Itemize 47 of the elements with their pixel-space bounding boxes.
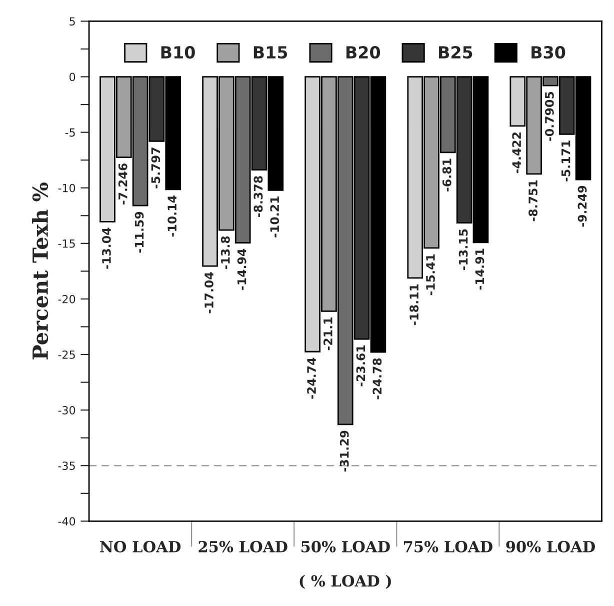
- data-label: -14.91: [475, 248, 484, 290]
- data-label: -5.797: [151, 148, 160, 188]
- y-tick-label: 5: [70, 17, 75, 26]
- legend-label: B25: [439, 46, 472, 59]
- y-axis-title: Percent Texh %: [32, 182, 48, 360]
- legend-label: B15: [254, 46, 288, 59]
- y-tick-label: -5: [65, 128, 75, 137]
- data-label: -8.378: [254, 176, 263, 217]
- legend-label: B10: [161, 46, 195, 59]
- data-label: -5.171: [562, 140, 570, 182]
- data-label: -4.422: [512, 132, 521, 174]
- x-tick-label: NO LOAD: [100, 540, 181, 552]
- data-label: -13.04: [102, 228, 111, 269]
- data-label: -21.1: [323, 318, 332, 350]
- x-tick-label: 50% LOAD: [302, 540, 390, 552]
- data-label: -11.59: [134, 212, 144, 253]
- y-tick-label: -10: [58, 184, 76, 192]
- data-label: -8.751: [528, 180, 538, 222]
- data-label: -23.61: [356, 345, 366, 386]
- y-tick-label: -35: [58, 462, 75, 470]
- y-tick-label: 0: [70, 72, 76, 82]
- data-label: -31.29: [340, 430, 349, 472]
- legend-label: B30: [532, 46, 566, 59]
- x-tick-label: 25% LOAD: [198, 540, 288, 552]
- x-tick-label: 75% LOAD: [404, 540, 492, 552]
- data-label: -15.41: [426, 254, 435, 296]
- data-label: -13.8: [220, 236, 230, 270]
- x-axis-title: ( % LOAD ): [300, 574, 391, 589]
- data-label: -18.11: [410, 284, 419, 326]
- y-tick-label: -40: [58, 517, 76, 526]
- y-tick-label: -20: [58, 294, 76, 304]
- data-label: -7.246: [118, 163, 128, 204]
- data-label: -13.15: [458, 229, 468, 270]
- legend-label: B20: [346, 46, 380, 59]
- data-label: -24.78: [372, 358, 382, 400]
- data-label: -6.81: [442, 158, 452, 192]
- data-label: -17.04: [204, 272, 214, 314]
- data-label: -9.249: [578, 186, 587, 227]
- data-label: -10.14: [168, 196, 177, 237]
- data-label: -24.74: [307, 358, 316, 399]
- data-label: -0.7905: [544, 92, 554, 141]
- data-label: -14.94: [237, 248, 246, 290]
- y-tick-label: -30: [58, 406, 76, 414]
- y-tick-label: -15: [58, 240, 75, 248]
- data-label: -10.21: [270, 196, 280, 238]
- x-tick-label: 90% LOAD: [506, 540, 595, 552]
- y-tick-label: -25: [58, 350, 75, 359]
